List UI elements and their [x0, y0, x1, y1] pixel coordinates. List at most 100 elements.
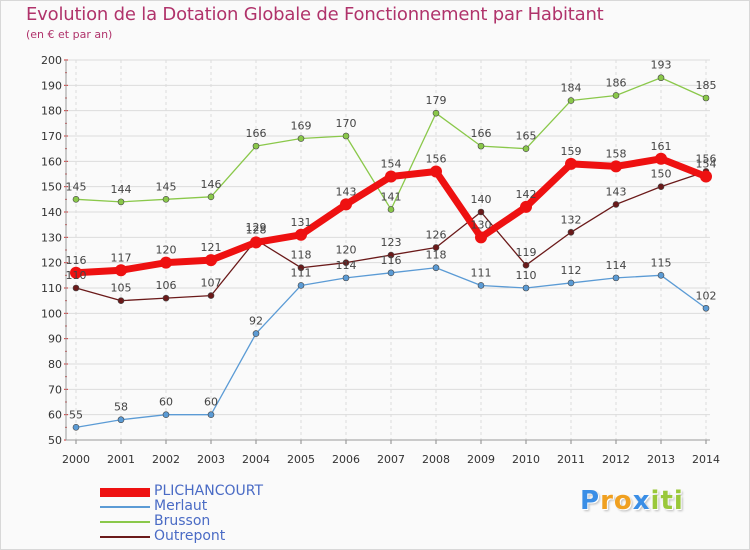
data-label-outrepont: 132 — [561, 213, 582, 226]
point-brusson — [567, 97, 575, 104]
data-label-merlaut: 114 — [606, 259, 627, 272]
data-label-outrepont: 150 — [651, 168, 672, 181]
y-tick-label: 70 — [48, 383, 62, 396]
y-tick-label: 90 — [48, 333, 62, 346]
data-label-outrepont: 156 — [696, 152, 717, 165]
data-label-merlaut: 111 — [471, 266, 492, 279]
point-brusson — [297, 135, 305, 142]
x-tick-label: 2013 — [647, 453, 675, 466]
data-label-merlaut: 55 — [69, 408, 83, 421]
x-tick-label: 2007 — [377, 453, 405, 466]
data-label-plichancourt: 142 — [516, 188, 537, 201]
point-plichancourt — [565, 157, 577, 170]
y-tick-label: 110 — [41, 282, 62, 295]
point-outrepont — [72, 284, 80, 292]
data-label-merlaut: 114 — [336, 259, 357, 272]
data-label-brusson: 145 — [66, 180, 87, 193]
data-label-outrepont: 129 — [246, 221, 267, 234]
legend-item-merlaut: Merlaut — [100, 499, 300, 514]
logo-letter: P — [580, 486, 601, 516]
data-label-outrepont: 105 — [111, 282, 132, 295]
y-tick-label: 130 — [41, 231, 62, 244]
point-merlaut — [477, 282, 485, 289]
point-plichancourt — [475, 231, 487, 244]
data-label-brusson: 146 — [201, 178, 222, 191]
chart-title: Evolution de la Dotation Globale de Fonc… — [26, 4, 604, 25]
data-label-outrepont: 119 — [516, 246, 537, 259]
point-plichancourt — [295, 228, 307, 241]
legend-swatch — [100, 506, 150, 508]
data-label-plichancourt: 130 — [471, 218, 492, 231]
point-outrepont — [117, 297, 125, 304]
point-merlaut — [342, 274, 350, 282]
point-merlaut — [207, 411, 215, 418]
data-label-outrepont: 123 — [381, 236, 402, 249]
point-brusson — [657, 74, 665, 82]
data-label-plichancourt: 154 — [381, 158, 402, 171]
y-tick-label: 150 — [41, 181, 62, 194]
x-tick-label: 2012 — [602, 453, 630, 466]
legend-item-brusson: Brusson — [100, 514, 300, 529]
data-label-outrepont: 126 — [426, 228, 447, 241]
data-label-merlaut: 112 — [561, 264, 582, 277]
point-plichancourt — [340, 198, 352, 211]
point-plichancourt — [160, 256, 172, 269]
data-label-brusson: 193 — [651, 59, 672, 72]
point-brusson — [207, 193, 215, 201]
point-brusson — [477, 142, 485, 150]
point-brusson — [342, 132, 350, 140]
data-label-plichancourt: 131 — [291, 216, 312, 229]
legend-item-plichancourt: PLICHANCOURT — [100, 484, 300, 499]
point-brusson — [72, 196, 80, 203]
data-label-merlaut: 115 — [651, 256, 672, 269]
y-tick-label: 60 — [48, 409, 62, 422]
plot-area — [66, 60, 710, 440]
point-merlaut — [612, 274, 620, 282]
data-label-plichancourt: 161 — [651, 140, 672, 153]
data-label-merlaut: 60 — [204, 396, 218, 409]
data-labels: 55 58 60 60 92 111 114 116 118 111 110 112 114 115 102… — [66, 59, 717, 422]
data-label-brusson: 144 — [111, 183, 132, 196]
point-brusson — [117, 198, 125, 206]
x-tick-label: 2004 — [242, 453, 270, 466]
point-brusson — [162, 196, 170, 203]
data-label-plichancourt: 120 — [156, 244, 177, 257]
axes: 50 60 70 80 90 100 110 120 130 140 150 160 170 180 190… — [41, 54, 720, 466]
legend-label: Merlaut — [154, 498, 208, 514]
chart-subtitle: (en € et par an) — [26, 28, 113, 41]
point-outrepont — [342, 259, 350, 266]
point-brusson — [387, 206, 395, 213]
y-tick-label: 200 — [41, 54, 62, 67]
logo-letter: x — [632, 486, 651, 516]
data-label-brusson: 185 — [696, 79, 717, 92]
point-plichancourt — [115, 264, 127, 277]
proxiti-logo: Proxiti — [580, 486, 684, 516]
data-label-merlaut: 111 — [291, 266, 312, 279]
y-tick-label: 120 — [41, 257, 62, 270]
logo-letter: o — [613, 486, 633, 516]
data-label-merlaut: 118 — [426, 249, 447, 262]
y-tick-label: 100 — [41, 307, 62, 320]
data-label-brusson: 145 — [156, 180, 177, 193]
point-merlaut — [702, 304, 710, 312]
point-merlaut — [567, 279, 575, 287]
point-brusson — [432, 109, 440, 117]
point-outrepont — [522, 261, 530, 269]
point-outrepont — [612, 201, 620, 208]
y-tick-label: 180 — [41, 105, 62, 118]
y-tick-label: 140 — [41, 206, 62, 219]
point-merlaut — [387, 269, 395, 277]
data-label-merlaut: 116 — [381, 254, 402, 267]
data-label-brusson: 186 — [606, 76, 627, 89]
data-label-plichancourt: 156 — [426, 152, 447, 165]
point-outrepont — [162, 294, 170, 302]
legend: PLICHANCOURT Merlaut Brusson Outrepont — [100, 484, 300, 544]
x-tick-label: 2006 — [332, 453, 360, 466]
point-plichancourt — [250, 236, 262, 249]
data-label-merlaut: 92 — [249, 315, 263, 328]
point-plichancourt — [610, 160, 622, 173]
point-plichancourt — [655, 152, 667, 165]
data-label-outrepont: 120 — [336, 244, 357, 257]
data-label-merlaut: 110 — [516, 269, 537, 282]
